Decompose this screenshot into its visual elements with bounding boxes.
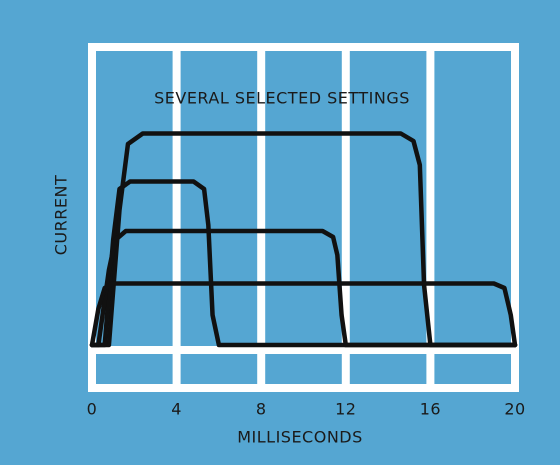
line	[89, 281, 518, 348]
x-tick-label: 8	[256, 400, 267, 419]
plot	[89, 131, 518, 348]
x-tick-label: 0	[87, 400, 98, 419]
line	[89, 228, 518, 348]
x-tick-label: 20	[504, 400, 525, 419]
chart-title: SEVERAL SELECTED SETTINGS	[154, 89, 410, 108]
y-axis-label: CURRENT	[52, 175, 71, 255]
x-axis-label: MILLISECONDS	[237, 428, 363, 447]
frame	[88, 43, 519, 392]
x-tick-label: 16	[420, 400, 441, 419]
line	[89, 131, 518, 348]
x-tick-label: 4	[171, 400, 182, 419]
x-tick-label: 12	[335, 400, 356, 419]
